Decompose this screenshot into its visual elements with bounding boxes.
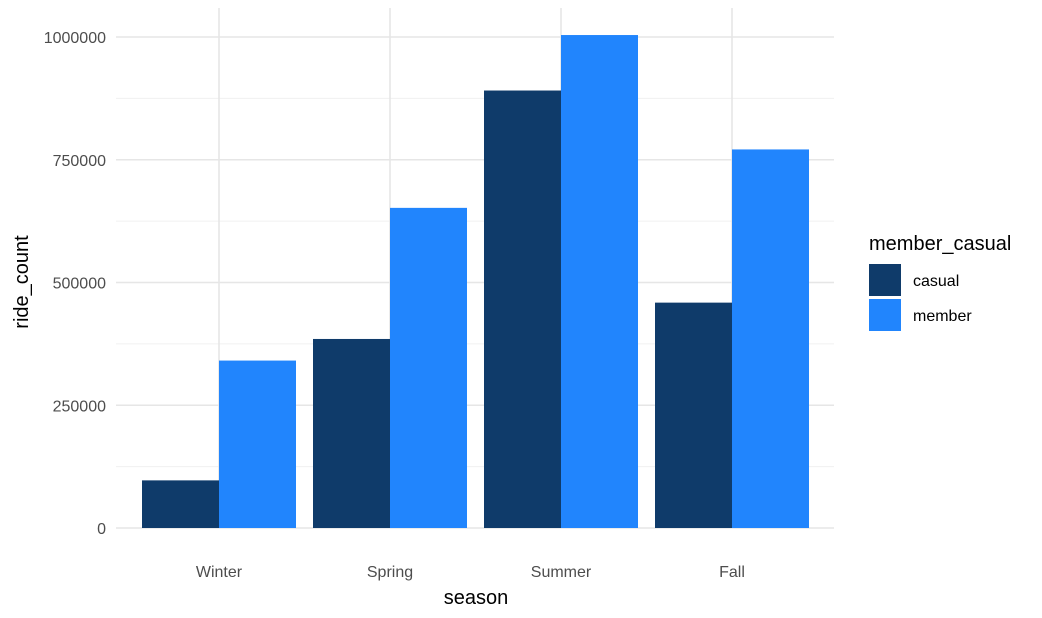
bar-casual-spring <box>313 338 390 528</box>
y-tick-label: 250000 <box>53 398 106 415</box>
bar-casual-winter <box>142 480 219 528</box>
x-tick-label: Spring <box>367 564 413 581</box>
y-axis-title: ride_count <box>11 235 33 329</box>
bar-member-winter <box>219 360 296 528</box>
y-tick-label: 500000 <box>53 276 106 293</box>
x-axis-title: season <box>444 587 509 609</box>
bar-member-fall <box>732 149 809 528</box>
bar-casual-summer <box>484 90 561 529</box>
legend-swatch-casual <box>869 264 901 296</box>
bars <box>142 35 809 529</box>
bar-member-summer <box>561 35 638 528</box>
y-tick-label: 750000 <box>53 153 106 170</box>
x-tick-label: Summer <box>531 564 592 581</box>
y-tick-label: 1000000 <box>44 30 106 47</box>
x-axis-ticks: Winter Spring Summer Fall <box>196 564 745 581</box>
legend-swatch-member <box>869 299 901 331</box>
legend: member_casual casual member <box>869 233 1011 331</box>
x-tick-label: Fall <box>719 564 745 581</box>
x-tick-label: Winter <box>196 564 243 581</box>
legend-label-casual: casual <box>913 273 959 290</box>
legend-title: member_casual <box>869 233 1011 255</box>
bar-member-spring <box>390 207 467 529</box>
bar-casual-fall <box>655 302 732 528</box>
y-axis-ticks: 0 250000 500000 750000 1000000 <box>44 30 106 538</box>
legend-label-member: member <box>913 308 972 325</box>
y-tick-label: 0 <box>97 521 106 538</box>
